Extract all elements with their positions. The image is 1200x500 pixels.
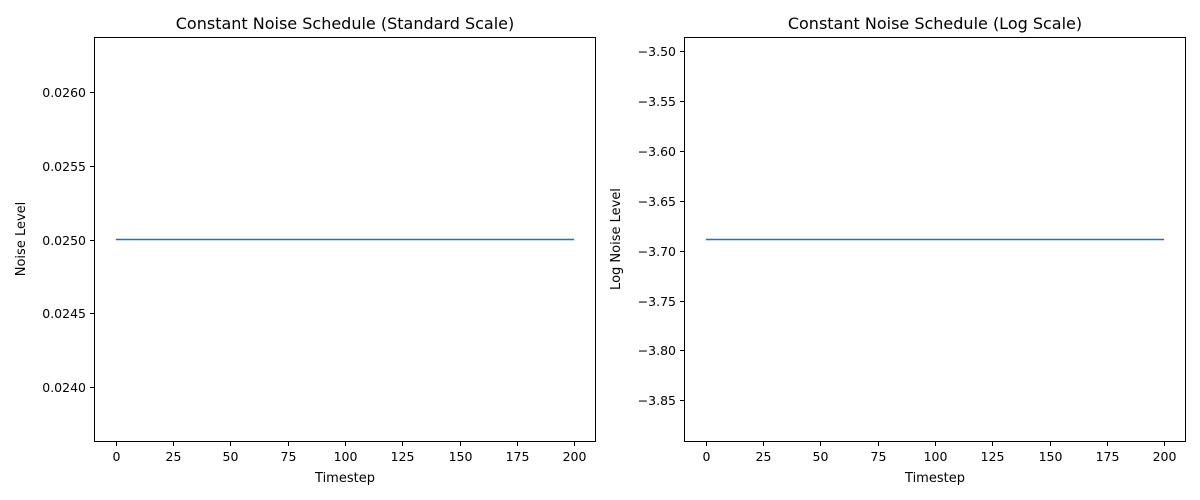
x-axis-ticks: 0 25 50 75 100 125 150 175 200 <box>703 442 1177 464</box>
y-axis-ticks: 0.0240 0.0245 0.0250 0.0255 0.0260 <box>42 85 94 395</box>
y-tick-label: 0.0255 <box>42 159 86 174</box>
x-tick-label: 0 <box>113 449 121 464</box>
x-tick-label: 100 <box>334 449 358 464</box>
x-tick-label: 175 <box>1096 449 1120 464</box>
y-tick-label: −3.75 <box>638 294 676 309</box>
chart-log-scale: Constant Noise Schedule (Log Scale) 0 25 5… <box>609 14 1186 486</box>
chart-title: Constant Noise Schedule (Standard Scale) <box>176 14 515 33</box>
x-axis-ticks: 0 25 50 75 100 125 150 175 200 <box>113 442 587 464</box>
x-tick-label: 75 <box>281 449 297 464</box>
chart-standard-scale: Constant Noise Schedule (Standard Scale)… <box>14 14 596 486</box>
x-tick-label: 75 <box>871 449 887 464</box>
y-tick-label: −3.65 <box>638 194 676 209</box>
y-tick-label: −3.55 <box>638 94 676 109</box>
x-tick-label: 0 <box>703 449 711 464</box>
x-axis-label: Timestep <box>904 471 965 486</box>
x-axis-label: Timestep <box>314 471 375 486</box>
y-tick-label: 0.0250 <box>42 233 86 248</box>
y-tick-label: −3.50 <box>638 44 676 59</box>
x-tick-label: 50 <box>223 449 239 464</box>
y-axis-label: Log Noise Level <box>609 188 624 290</box>
x-tick-label: 25 <box>166 449 182 464</box>
y-axis-ticks: −3.50 −3.55 −3.60 −3.65 −3.70 −3.75 −3.80 −3.85 <box>638 44 684 408</box>
y-tick-label: −3.85 <box>638 393 676 408</box>
x-tick-label: 200 <box>563 449 587 464</box>
x-tick-label: 50 <box>813 449 829 464</box>
y-tick-label: −3.60 <box>638 144 676 159</box>
x-tick-label: 150 <box>449 449 473 464</box>
y-tick-label: −3.70 <box>638 244 676 259</box>
y-axis-label: Noise Level <box>14 202 29 277</box>
x-tick-label: 100 <box>924 449 948 464</box>
x-tick-label: 200 <box>1153 449 1177 464</box>
y-tick-label: 0.0260 <box>42 85 86 100</box>
y-tick-label: 0.0240 <box>42 380 86 395</box>
x-tick-label: 175 <box>506 449 530 464</box>
y-tick-label: −3.80 <box>638 343 676 358</box>
x-tick-label: 125 <box>391 449 415 464</box>
y-tick-label: 0.0245 <box>42 306 86 321</box>
plot-frame <box>94 37 596 442</box>
chart-title: Constant Noise Schedule (Log Scale) <box>788 14 1082 33</box>
x-tick-label: 150 <box>1039 449 1063 464</box>
plot-frame <box>684 37 1186 442</box>
x-tick-label: 125 <box>981 449 1005 464</box>
x-tick-label: 25 <box>756 449 772 464</box>
